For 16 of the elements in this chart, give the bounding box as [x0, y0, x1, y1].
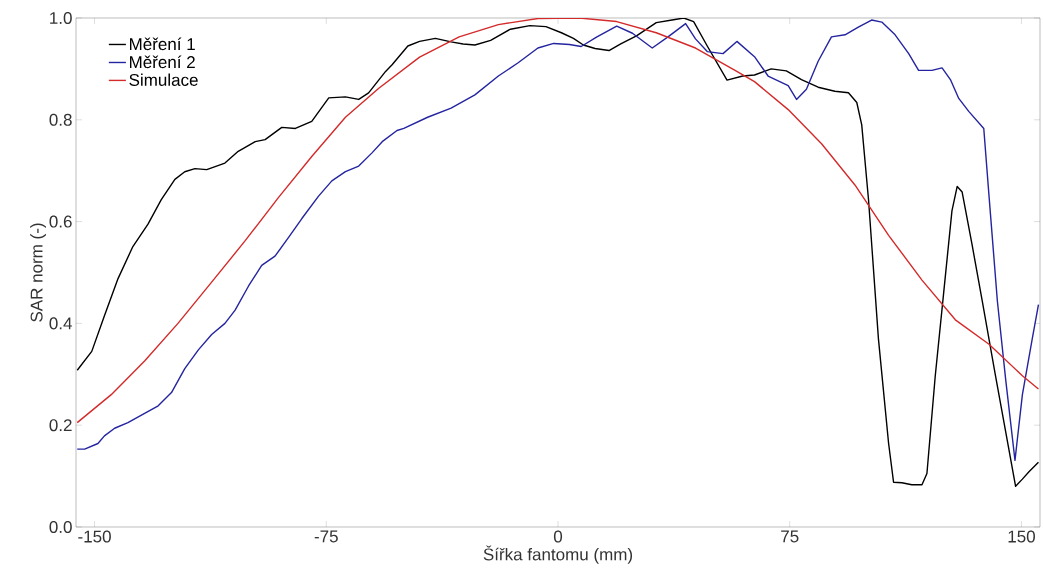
x-tick-label: -150 [78, 530, 111, 543]
x-tick-label: 75 [781, 530, 799, 543]
y-tick-label: 0.6 [49, 215, 72, 228]
y-tick-label: 0.0 [49, 520, 72, 534]
y-axis-title: SAR norm (-) [30, 223, 46, 322]
legend-label: Měření 2 [130, 55, 195, 69]
x-tick-label: 150 [1008, 530, 1035, 543]
x-axis-title: Šířka fantomu (mm) [483, 545, 633, 564]
y-tick-label: 0.8 [49, 113, 72, 126]
legend-label: Měření 1 [130, 37, 195, 51]
x-tick-label: -75 [314, 530, 338, 543]
x-tick-label: 0 [553, 530, 563, 543]
legend-label: Simulace [129, 73, 198, 86]
y-tick-label: 0.4 [49, 317, 72, 330]
y-tick-label: 1.0 [50, 11, 72, 25]
y-tick-label: 0.2 [49, 419, 72, 432]
